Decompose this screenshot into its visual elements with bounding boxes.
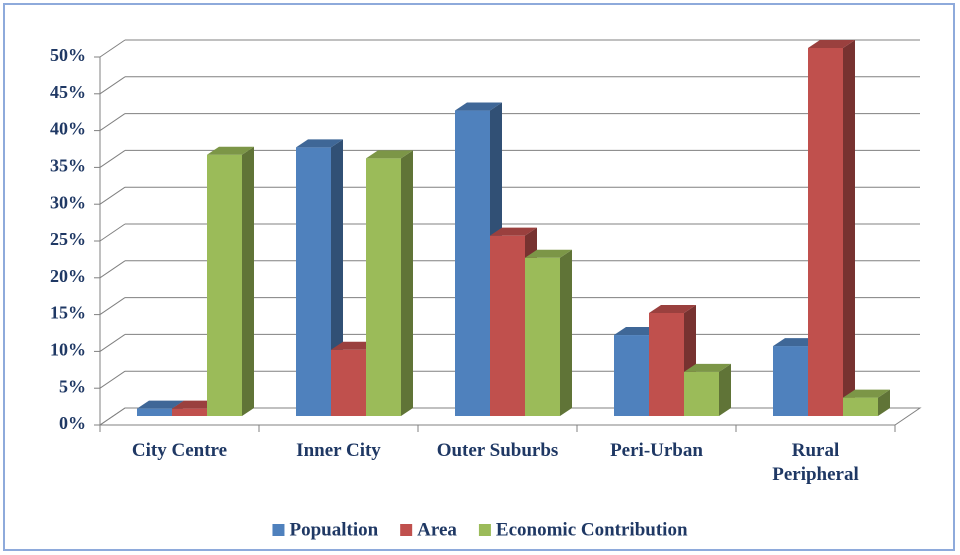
y-tick-label: 30% [50,192,86,212]
bar-front [207,154,242,416]
grid-line [99,186,126,205]
bar-front [649,312,684,416]
grid-line [99,260,126,279]
bar [843,389,890,416]
bar-side [843,40,855,416]
legend-label: Popualtion [289,519,378,540]
bar-top [455,102,502,111]
legend-swatch [400,524,413,536]
y-tick-label: 0% [59,413,86,433]
grid-line [99,39,126,58]
legend: Popualtion Area Economic Contribution [272,519,688,540]
grid-line [99,370,126,389]
bar-top [137,400,184,409]
x-tick-label: Outer Suburbs [436,440,559,461]
bar-front [366,158,401,416]
bar [366,150,413,416]
bar-top [296,139,343,148]
y-tick-label: 45% [50,82,86,102]
bar-side [719,363,731,416]
bar-front [455,110,490,416]
bar-top [843,389,890,398]
bar-top [207,146,254,155]
bar-top [490,227,537,236]
bar-front [525,257,560,416]
y-tick-label: 15% [50,303,86,323]
bar [207,146,254,416]
x-tick-label: City Centre [131,440,228,461]
grid-line [99,223,126,242]
grid-line [99,297,126,316]
y-tick-label: 25% [50,229,86,249]
bar-top [649,304,696,313]
x-tick-label: Rural Peripheral [772,440,859,485]
y-tick-label: 40% [50,119,86,139]
bar [525,249,572,416]
y-tick-label: 10% [50,340,86,360]
bar [808,40,855,416]
bar-front [172,408,207,416]
bar-front [684,371,719,416]
legend-swatch [272,524,285,536]
bar-top [525,249,572,258]
x-tick-label: Peri-Urban [610,440,703,461]
bar [684,363,731,416]
grid-line [99,149,126,168]
y-tick-label: 20% [50,266,86,286]
grid-line [99,76,126,95]
bar-front [808,48,843,416]
grid-line [99,113,126,132]
legend-swatch [478,524,491,536]
y-tick-label: 50% [50,45,86,65]
bar-side [242,146,254,416]
bar-top [808,40,855,48]
y-tick-label: 5% [59,376,86,396]
legend-label: Economic Contribution [496,519,688,540]
bar-side [560,249,572,416]
grid-line [99,333,126,352]
bar-side [401,150,413,416]
bar-front [137,408,172,416]
legend-label: Area [417,519,457,540]
bar-side [878,389,890,416]
bar-front [490,235,525,416]
bar-front [843,397,878,416]
bar-top [684,363,731,372]
bar-top [366,150,413,159]
x-tick-label: Inner City [296,440,381,461]
grid-line [99,407,126,426]
bar-front [331,349,366,416]
bar-front [296,147,331,417]
bar-front [614,335,649,416]
y-tick-label: 35% [50,156,86,176]
bar-front [773,346,808,416]
